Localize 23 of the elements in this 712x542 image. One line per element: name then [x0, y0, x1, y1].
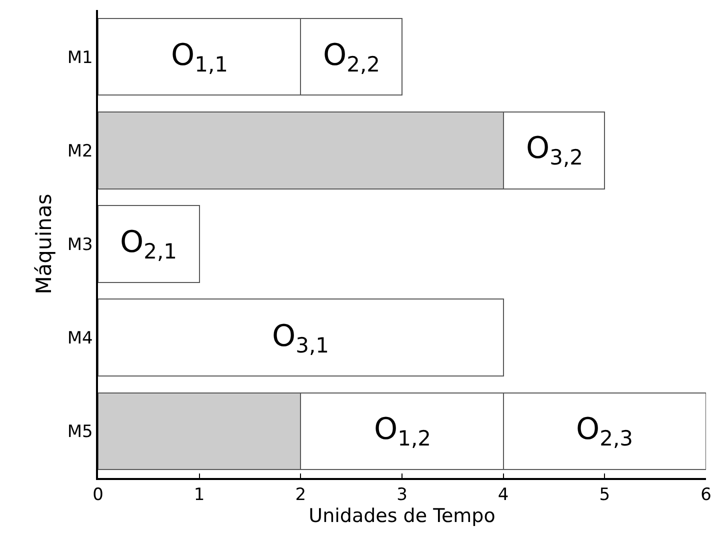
annotation: O$_{2,2}$ [323, 38, 380, 76]
y-tick-label: M1 [67, 48, 93, 68]
y-axis-title: Máquinas [32, 194, 56, 294]
annotation: O$_{2,1}$ [120, 225, 178, 264]
y-tick-label: M4 [67, 328, 93, 349]
annotation: O$_{1,1}$ [171, 38, 228, 76]
x-tick-label: 0 [92, 485, 104, 506]
x-tick-label: 6 [700, 485, 712, 506]
x-tick-label: 2 [295, 485, 306, 506]
x-tick-label: 1 [194, 485, 205, 506]
x-tick-label: 3 [396, 485, 408, 506]
y-tick-label: M5 [67, 422, 93, 442]
x-tick-label: 5 [599, 485, 610, 506]
x-axis-title: Unidades de Tempo [308, 505, 496, 528]
y-tick-label: M2 [67, 141, 93, 162]
bar [98, 298, 504, 376]
x-tick-label: 4 [498, 485, 509, 506]
y-tick-label: M3 [67, 234, 93, 255]
annotation: O$_{3,2}$ [526, 131, 584, 170]
annotation: O$_{1,2}$ [374, 412, 432, 450]
bar [98, 205, 200, 283]
annotation: O$_{3,1}$ [272, 319, 330, 358]
annotation: O$_{2,3}$ [576, 412, 634, 450]
